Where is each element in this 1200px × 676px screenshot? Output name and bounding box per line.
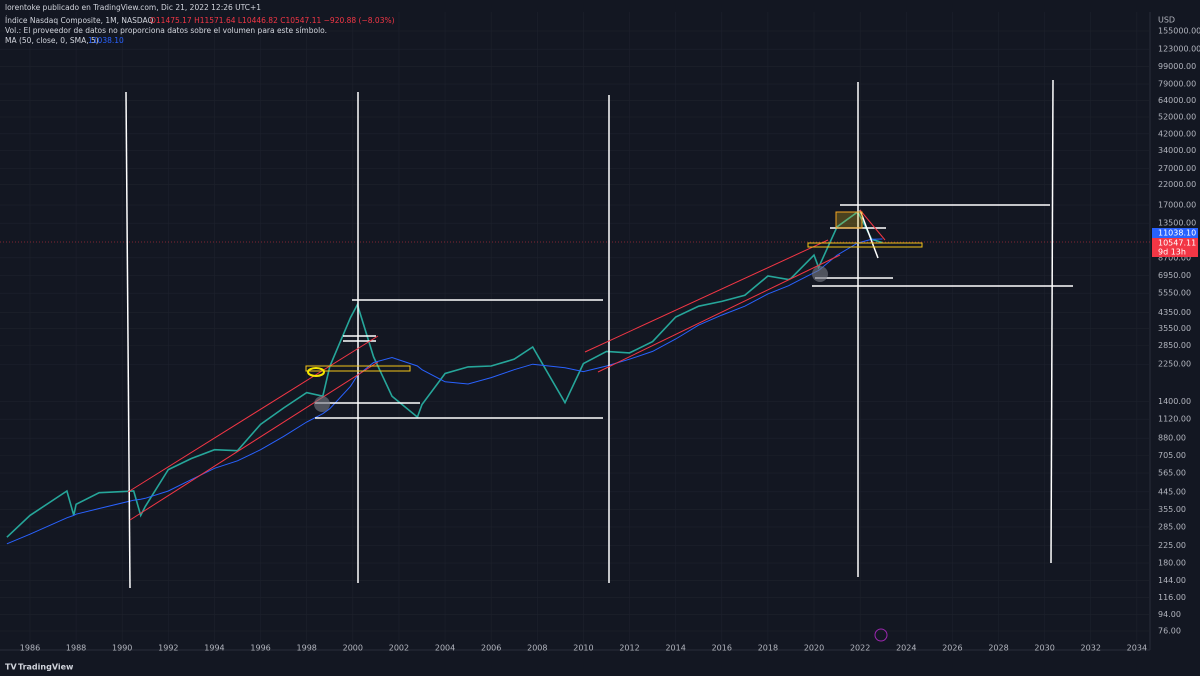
y-tick-label: 94.00 bbox=[1158, 610, 1181, 619]
legend-volume: Vol.: El proveedor de datos no proporcio… bbox=[5, 26, 327, 35]
y-tick-label: 144.00 bbox=[1158, 576, 1186, 585]
x-tick-label: 2006 bbox=[481, 644, 501, 653]
x-tick-label: 1986 bbox=[20, 644, 40, 653]
y-tick-label: 99000.00 bbox=[1158, 62, 1196, 71]
x-tick-label: 2018 bbox=[758, 644, 778, 653]
last-price-label: 10547.11 bbox=[1158, 239, 1196, 248]
y-tick-label: 8700.00 bbox=[1158, 253, 1191, 262]
legend-ma: MA (50, close, 0, SMA, 5) bbox=[5, 36, 99, 45]
x-tick-label: 2022 bbox=[850, 644, 870, 653]
x-tick-label: 2028 bbox=[988, 644, 1008, 653]
x-tick-label: 2030 bbox=[1034, 644, 1054, 653]
x-tick-label: 2034 bbox=[1127, 644, 1147, 653]
y-tick-label: 285.00 bbox=[1158, 522, 1186, 531]
currency: USD bbox=[1158, 16, 1175, 25]
y-tick-label: 565.00 bbox=[1158, 469, 1186, 478]
y-tick-label: 123000.00 bbox=[1158, 45, 1200, 54]
x-tick-label: 2016 bbox=[712, 644, 732, 653]
drawings bbox=[0, 79, 1150, 642]
x-tick-label: 1996 bbox=[250, 644, 270, 653]
x-tick-label: 2000 bbox=[343, 644, 363, 653]
x-tick-label: 2008 bbox=[527, 644, 547, 653]
x-tick-label: 2024 bbox=[896, 644, 916, 653]
price-line bbox=[6, 210, 883, 538]
x-tick-label: 2032 bbox=[1081, 644, 1101, 653]
y-tick-label: 155000.00 bbox=[1158, 27, 1200, 36]
y-tick-label: 880.00 bbox=[1158, 434, 1186, 443]
ma-line bbox=[6, 238, 883, 545]
y-tick-label: 52000.00 bbox=[1158, 112, 1196, 121]
y-tick-label: 42000.00 bbox=[1158, 129, 1196, 138]
y-tick-label: 116.00 bbox=[1158, 593, 1186, 602]
y-tick-label: 79000.00 bbox=[1158, 80, 1196, 89]
y-tick-label: 27000.00 bbox=[1158, 164, 1196, 173]
x-tick-label: 2010 bbox=[573, 644, 593, 653]
y-tick-label: 180.00 bbox=[1158, 559, 1186, 568]
countdown-label: 9d 13h bbox=[1158, 248, 1186, 257]
x-tick-label: 1994 bbox=[204, 644, 224, 653]
x-tick-label: 2002 bbox=[389, 644, 409, 653]
x-tick-label: 2026 bbox=[942, 644, 962, 653]
y-tick-label: 2850.00 bbox=[1158, 341, 1191, 350]
y-tick-label: 2250.00 bbox=[1158, 360, 1191, 369]
y-tick-label: 76.00 bbox=[1158, 627, 1181, 636]
y-tick-label: 6950.00 bbox=[1158, 271, 1191, 280]
y-tick-label: 1400.00 bbox=[1158, 397, 1191, 406]
y-tick-label: 4350.00 bbox=[1158, 308, 1191, 317]
y-tick-label: 3550.00 bbox=[1158, 324, 1191, 333]
x-tick-label: 1988 bbox=[66, 644, 86, 653]
ma-price-box bbox=[1152, 228, 1198, 238]
header: lorentoke publicado en TradingView.com, … bbox=[5, 3, 261, 12]
y-tick-label: 64000.00 bbox=[1158, 96, 1196, 105]
y-tick-label: 705.00 bbox=[1158, 451, 1186, 460]
y-tick-label: 5550.00 bbox=[1158, 289, 1191, 298]
y-tick-label: 13500.00 bbox=[1158, 219, 1196, 228]
brand: TradingView bbox=[18, 663, 74, 672]
y-tick-label: 17000.00 bbox=[1158, 201, 1196, 210]
y-tick-label: 34000.00 bbox=[1158, 146, 1196, 155]
last-price-box bbox=[1152, 238, 1198, 257]
x-tick-label: 2014 bbox=[665, 644, 685, 653]
ma-price-label: 11038.10 bbox=[1158, 229, 1196, 238]
x-tick-label: 2020 bbox=[804, 644, 824, 653]
y-tick-label: 1120.00 bbox=[1158, 415, 1191, 424]
x-tick-label: 1990 bbox=[112, 644, 132, 653]
x-tick-label: 1998 bbox=[297, 644, 317, 653]
y-tick-label: 445.00 bbox=[1158, 487, 1186, 496]
x-tick-label: 1992 bbox=[158, 644, 178, 653]
brand-logo: TV bbox=[5, 663, 17, 672]
legend-ohlc: O11475.17 H11571.64 L10446.82 C10547.11 … bbox=[150, 16, 395, 25]
legend-ma-value: 11038.10 bbox=[88, 36, 124, 45]
y-tick-label: 355.00 bbox=[1158, 505, 1186, 514]
legend-symbol: Índice Nasdaq Composite, 1M, NASDAQ bbox=[5, 16, 153, 25]
y-tick-label: 225.00 bbox=[1158, 541, 1186, 550]
y-tick-label: 22000.00 bbox=[1158, 180, 1196, 189]
x-tick-label: 2004 bbox=[435, 644, 455, 653]
x-tick-label: 2012 bbox=[619, 644, 639, 653]
